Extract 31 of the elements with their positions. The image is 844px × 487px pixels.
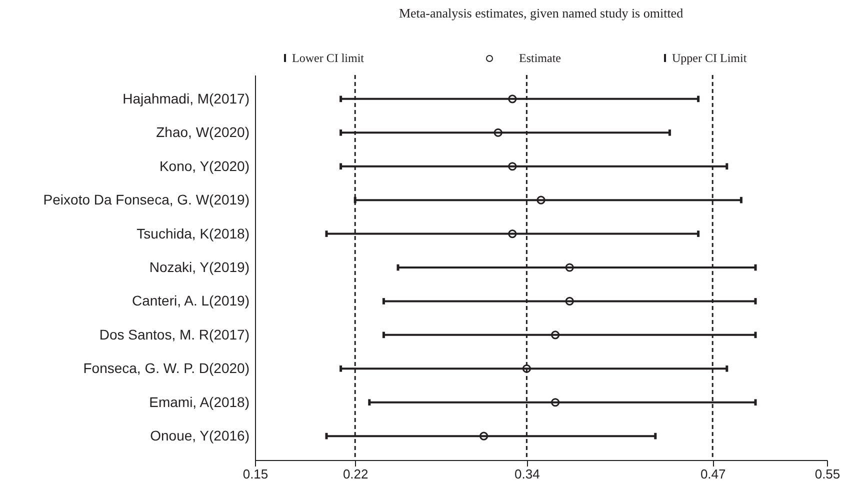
y-tick-label: Fonseca, G. W. P. D(2020) xyxy=(83,360,250,376)
point xyxy=(551,398,560,407)
point xyxy=(536,196,546,204)
y-tick-label: Peixoto Da Fonseca, G. W(2019) xyxy=(43,192,250,208)
x-tick-label: 0.22 xyxy=(342,466,368,482)
point xyxy=(565,296,574,306)
point xyxy=(522,364,531,373)
x-tick-label: 0.15 xyxy=(242,466,268,482)
y-tick-label: Nozaki, Y(2019) xyxy=(149,259,250,275)
point xyxy=(508,230,517,238)
chart-title: Meta-analysis estimates, given named study is omitted xyxy=(398,5,684,20)
text: Upper CI Limit xyxy=(672,50,747,66)
point xyxy=(551,330,560,340)
y-tick-label: Hajahmadi, M(2017) xyxy=(122,90,250,106)
point xyxy=(508,94,517,104)
y-tick-label: Kono, Y(2020) xyxy=(159,158,250,174)
text: Lower CI limit xyxy=(292,50,364,66)
y-tick-label: Dos Santos, M. R(2017) xyxy=(99,326,250,342)
x-tick-label: 0.34 xyxy=(514,466,540,482)
y-tick-label: Onoue, Y(2016) xyxy=(150,428,250,444)
point xyxy=(565,263,574,272)
x-tick-label: 0.55 xyxy=(814,466,840,482)
point xyxy=(480,432,488,440)
x-tick-label: 0.47 xyxy=(700,466,726,482)
y-tick-label: Tsuchida, K(2018) xyxy=(136,225,250,242)
point xyxy=(508,162,517,171)
y-tick-label: Zhao, W(2020) xyxy=(156,124,250,140)
point xyxy=(494,128,502,137)
legend-label: Estimate xyxy=(519,50,561,66)
y-tick-label: Emami, A(2018) xyxy=(149,394,250,410)
y-tick-label: Canteri, A. L(2019) xyxy=(132,292,250,309)
